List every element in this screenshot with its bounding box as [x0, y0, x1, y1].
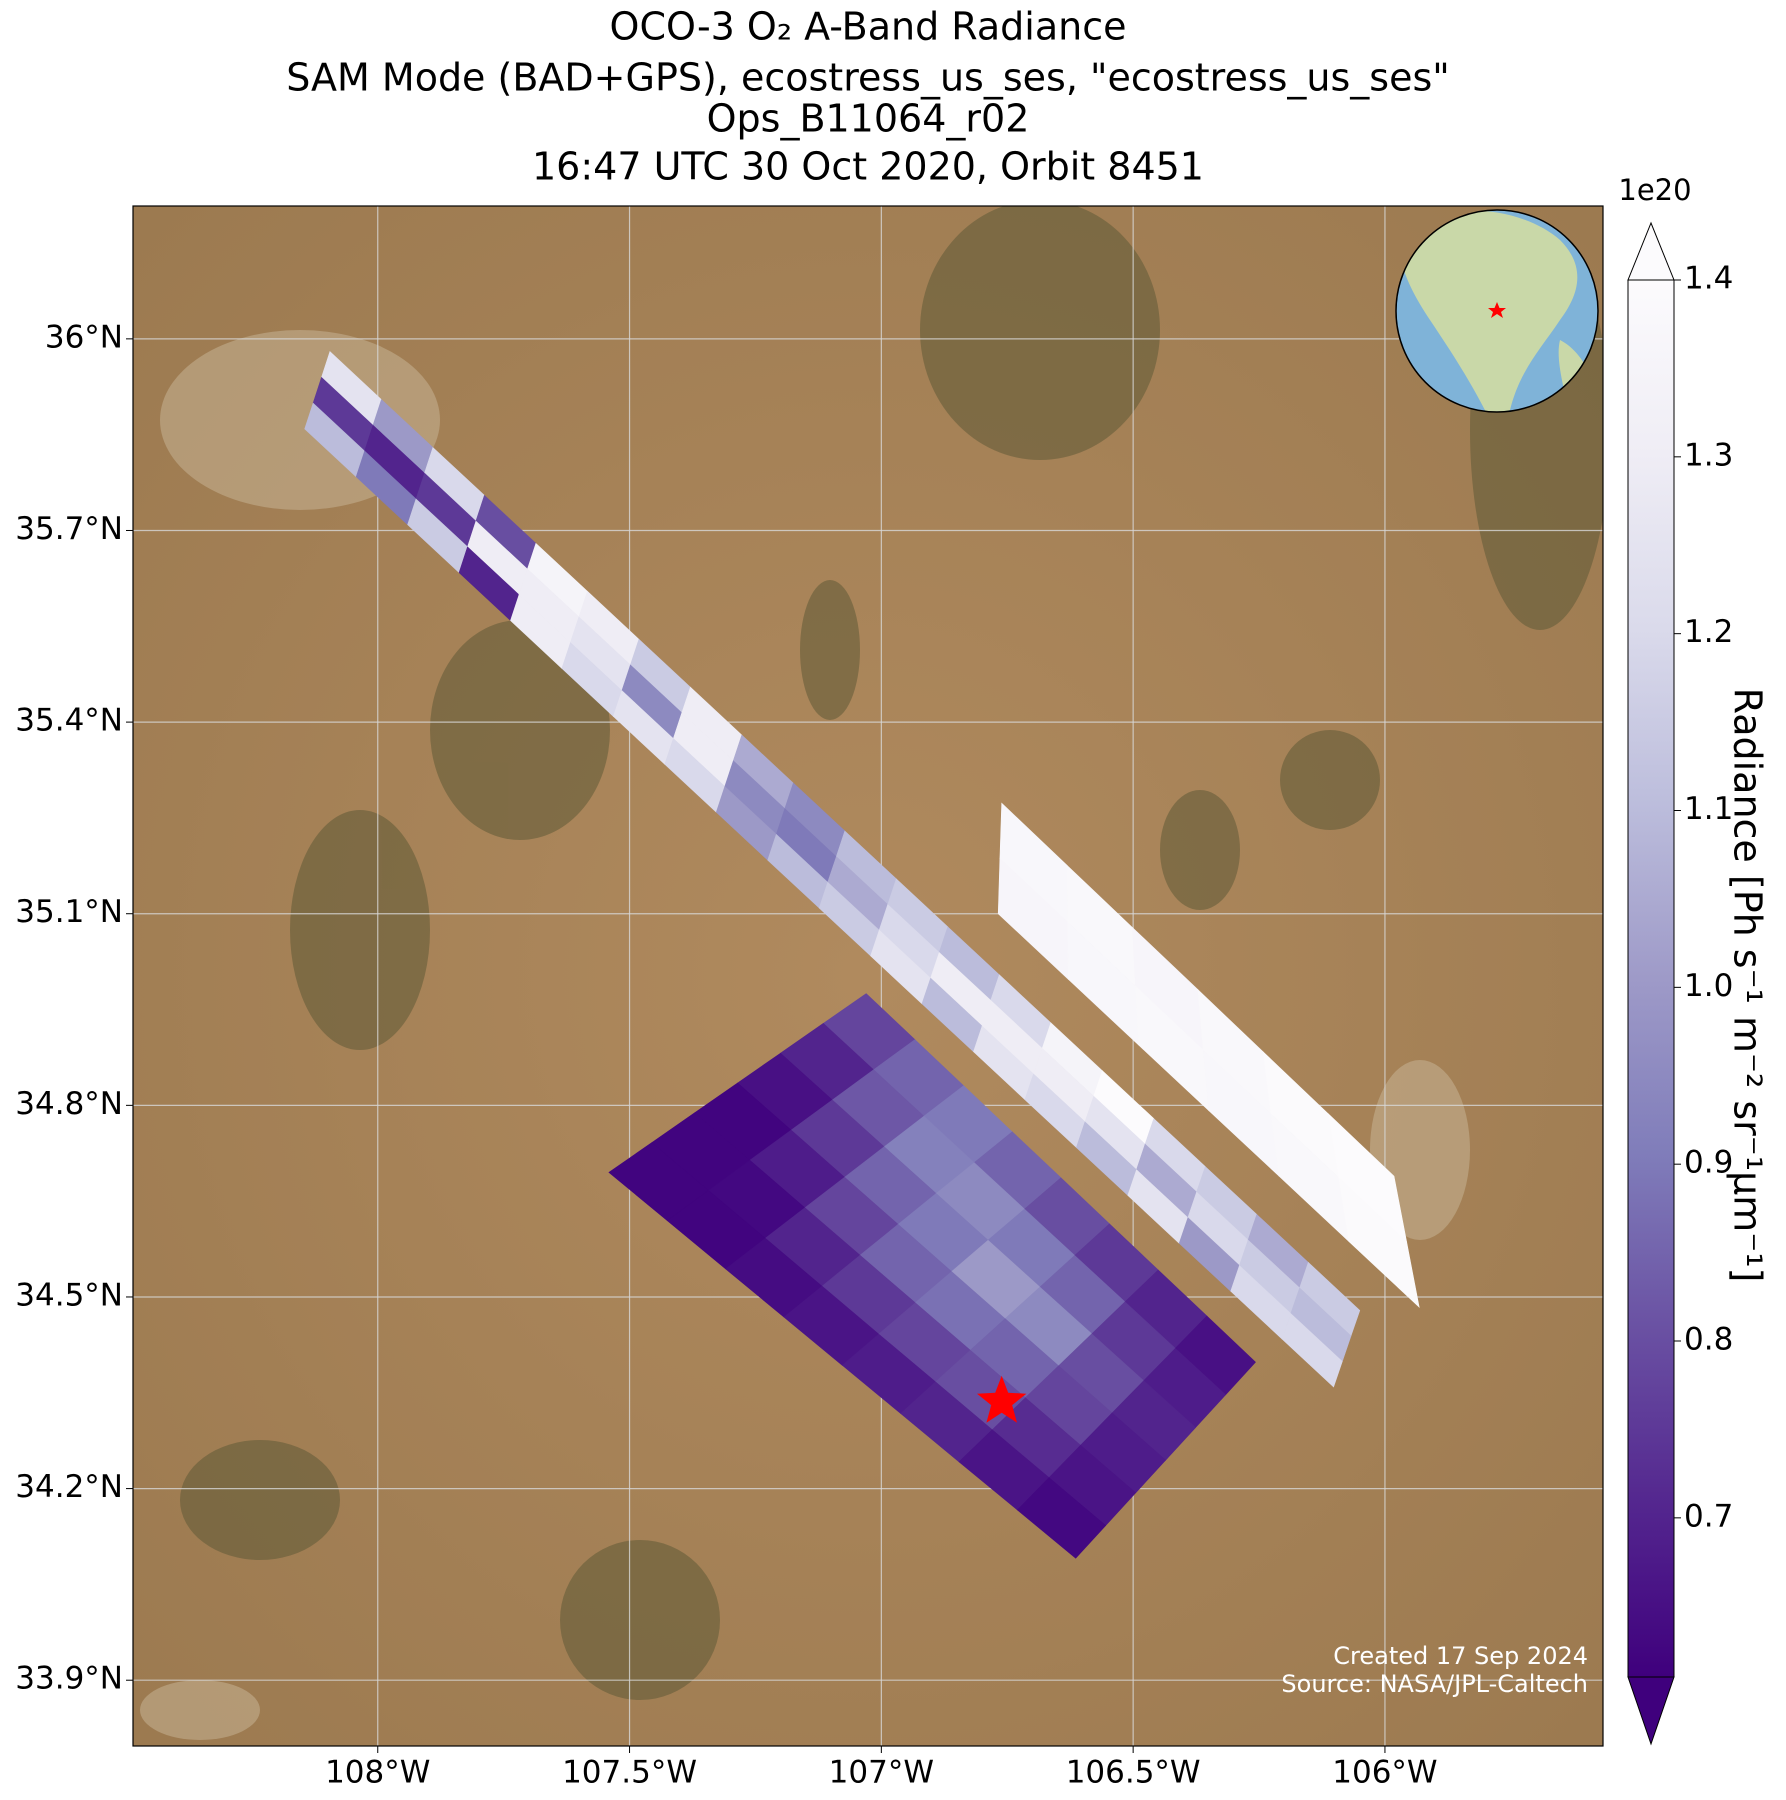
x-tick-label: 106.5°W [1066, 1755, 1201, 1791]
target-marker [977, 1375, 1027, 1423]
colorbar-frame [1627, 279, 1675, 1678]
colorbar-tick-label: 1.2 [1684, 614, 1733, 650]
y-tick-label: 36°N [45, 319, 123, 355]
title-line: Ops_B11064_r02 [707, 97, 1030, 141]
title-line: OCO-3 O₂ A-Band Radiance [610, 5, 1127, 49]
radiance-cell [1338, 1176, 1420, 1309]
colorbar-exponent: 1e20 [1618, 173, 1691, 207]
y-tick-label: 34.2°N [15, 1469, 123, 1505]
x-tick-label: 107.5°W [562, 1755, 697, 1791]
x-tick-label: 108°W [325, 1755, 430, 1791]
y-tick-label: 35.1°N [15, 894, 123, 930]
y-tick-label: 34.5°N [15, 1277, 123, 1313]
colorbar-tick-label: 1.0 [1684, 968, 1733, 1004]
colorbar-extend-max [1627, 221, 1675, 281]
radiance-cell [1016, 1477, 1107, 1559]
globe-star [1488, 302, 1506, 318]
y-tick-label: 35.4°N [15, 703, 123, 739]
x-tick-label: 107°W [829, 1755, 934, 1791]
y-tick-label: 33.9°N [15, 1661, 123, 1697]
colorbar-extend-min [1627, 1676, 1675, 1746]
title: OCO-3 O₂ A-Band Radiance SAM Mode (BAD+G… [286, 5, 1450, 189]
x-tick-label: 106°W [1332, 1755, 1437, 1791]
y-tick-label: 34.8°N [15, 1086, 123, 1122]
colorbar: 0.7 0.8 0.9 1.0 1.1 1.2 1.3 1.4 [1627, 221, 1733, 1746]
colorbar-tick-label: 0.7 [1684, 1498, 1733, 1534]
y-tick-label: 35.7°N [15, 511, 123, 547]
footer-text: Source: NASA/JPL-Caltech [1281, 1670, 1588, 1698]
footer-text: Created 17 Sep 2024 [1333, 1642, 1588, 1670]
map-frame [132, 205, 1604, 1747]
swaths [304, 351, 1420, 1559]
colorbar-tick-label: 0.9 [1684, 1145, 1733, 1181]
title-line: SAM Mode (BAD+GPS), ecostress_us_ses, "e… [286, 56, 1450, 100]
colorbar-fill [1628, 280, 1674, 1677]
colorbar-label: Radiance [Ph s⁻¹ m⁻² sr⁻¹μm⁻¹] [1726, 688, 1770, 1283]
title-line: 16:47 UTC 30 Oct 2020, Orbit 8451 [532, 145, 1204, 189]
colorbar-tick-label: 1.4 [1684, 261, 1733, 297]
colorbar-tick-label: 0.8 [1684, 1322, 1733, 1358]
radiance-cell [1281, 1313, 1343, 1388]
colorbar-tick-label: 1.3 [1684, 437, 1733, 473]
colorbar-tick-label: 1.1 [1684, 791, 1733, 827]
